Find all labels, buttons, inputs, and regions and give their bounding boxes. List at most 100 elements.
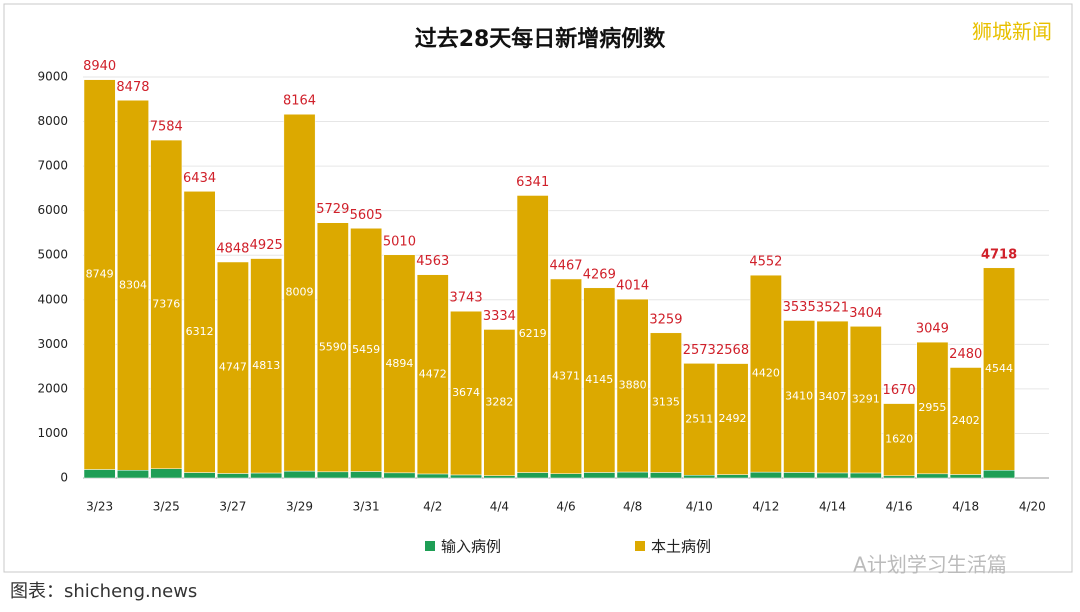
segment-label: 4145: [585, 373, 613, 386]
total-label: 4467: [549, 258, 582, 273]
segment-label: 2955: [918, 401, 946, 414]
bar-segment: [283, 113, 316, 472]
segment-label: 3407: [818, 390, 846, 403]
total-label: 8164: [283, 94, 316, 109]
bar-segment: [816, 320, 849, 474]
bar-segment: [749, 274, 782, 473]
segment-label: 4544: [985, 362, 1013, 375]
bar-segment: [450, 310, 482, 476]
x-tick-label: 4/6: [556, 500, 575, 514]
bar-segment: [583, 472, 616, 479]
bar-segment: [350, 471, 383, 479]
total-label: 2568: [716, 343, 749, 358]
total-label: 2480: [949, 347, 982, 362]
bar-segment: [550, 473, 582, 479]
total-label: 4269: [583, 267, 616, 282]
y-tick-label: 7000: [37, 159, 68, 173]
segment-label: 3410: [785, 389, 813, 402]
total-label: 3404: [849, 306, 882, 321]
segment-label: 3880: [619, 379, 647, 392]
x-tick-label: 4/20: [1019, 500, 1046, 514]
total-label: 7584: [150, 120, 183, 135]
segment-label: 2492: [719, 412, 747, 425]
total-label: 3334: [483, 309, 516, 324]
bar-segment: [216, 473, 249, 479]
bar-segment: [716, 363, 749, 475]
bar-segment: [516, 472, 549, 479]
legend-label: 本土病例: [651, 538, 711, 556]
segment-label: 3674: [452, 386, 480, 399]
segment-label: 5590: [319, 340, 347, 353]
x-tick-label: 3/27: [219, 500, 246, 514]
bar-segment: [650, 332, 682, 473]
bar-segment: [683, 474, 716, 479]
total-label: 1670: [883, 383, 916, 398]
chart-title: 过去28天每日新增病例数: [415, 26, 667, 52]
bar-segment: [350, 228, 383, 472]
x-tick-label: 4/10: [686, 500, 713, 514]
bar-segment: [783, 320, 816, 473]
segment-label: 3282: [485, 396, 513, 409]
bar-segment: [550, 278, 582, 474]
bar-segment: [716, 474, 749, 479]
bar-segment: [783, 472, 816, 479]
bar-segment: [483, 475, 516, 479]
segment-label: 2402: [952, 414, 980, 427]
bar-segment: [683, 363, 716, 476]
segment-label: 4894: [385, 357, 413, 370]
bar-segment: [916, 341, 949, 475]
bar-segment: [117, 100, 149, 471]
x-tick-label: 3/29: [286, 500, 313, 514]
x-tick-label: 4/2: [423, 500, 442, 514]
total-label: 3743: [450, 291, 483, 306]
legend-swatch: [635, 541, 645, 551]
total-label: 4552: [749, 255, 782, 270]
legend-swatch: [425, 541, 435, 551]
total-label: 8940: [83, 59, 116, 74]
total-label: 5605: [350, 208, 383, 223]
bar-segment: [416, 473, 449, 479]
bar-segment: [150, 468, 183, 479]
total-label: 4718: [981, 247, 1017, 262]
total-label: 4848: [216, 241, 249, 256]
bar-segment: [616, 298, 649, 473]
bar-segment: [883, 403, 916, 477]
y-tick-label: 0: [60, 471, 68, 485]
total-label: 3259: [649, 312, 682, 327]
x-tick-label: 3/23: [86, 500, 113, 514]
y-tick-label: 6000: [37, 203, 68, 217]
segment-label: 4472: [419, 367, 447, 380]
y-tick-label: 9000: [37, 70, 68, 84]
bar-segment: [283, 470, 316, 479]
bar-segment: [250, 258, 283, 474]
y-tick-label: 2000: [37, 381, 68, 395]
segment-label: 4371: [552, 369, 580, 382]
bar-segment: [450, 474, 482, 479]
bar-segment: [749, 471, 782, 479]
segment-label: 8009: [286, 286, 314, 299]
bar-segment: [83, 79, 116, 470]
total-label: 4925: [250, 238, 283, 253]
y-tick-label: 1000: [37, 426, 68, 440]
segment-label: 3291: [852, 393, 880, 406]
segment-label: 4747: [219, 361, 247, 374]
total-label: 2573: [683, 343, 716, 358]
bar-segment: [416, 274, 449, 475]
x-tick-label: 4/4: [490, 500, 509, 514]
total-label: 8478: [116, 80, 149, 95]
segment-label: 4813: [252, 359, 280, 372]
legend-label: 输入病例: [441, 538, 501, 556]
total-label: 4563: [416, 254, 449, 269]
bar-segment: [983, 469, 1015, 479]
total-label: 6434: [183, 171, 216, 186]
bar-segment: [616, 471, 649, 479]
bar-segment: [516, 195, 549, 473]
segment-label: 6312: [186, 325, 214, 338]
source: 图表：shicheng.news: [10, 581, 197, 602]
brand: 狮城新闻: [972, 20, 1052, 44]
bar-segment: [650, 472, 682, 479]
total-label: 6341: [516, 175, 549, 190]
x-tick-label: 4/16: [886, 500, 913, 514]
segment-label: 1620: [885, 433, 913, 446]
